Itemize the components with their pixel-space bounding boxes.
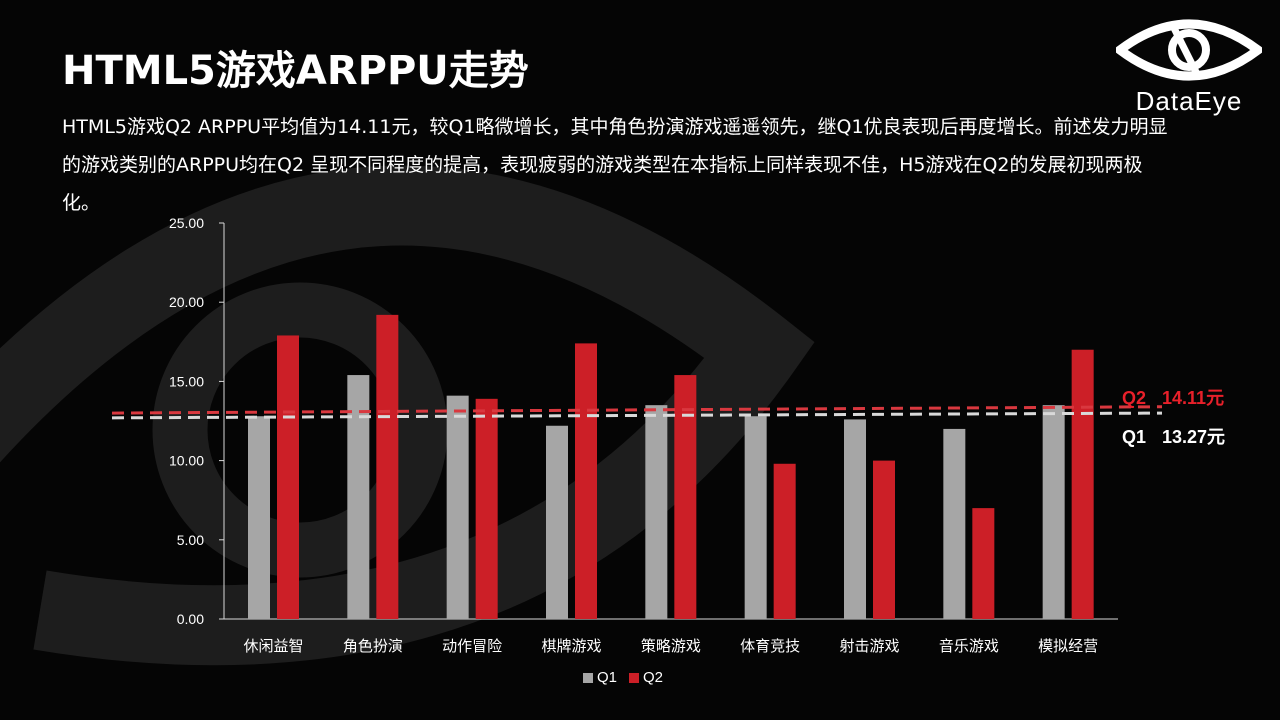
bar-q1 xyxy=(645,405,668,619)
y-tick-label: 10.00 xyxy=(169,453,204,469)
bar-q1 xyxy=(943,428,966,619)
x-tick-label: 休闲益智 xyxy=(243,637,303,655)
bar-q2 xyxy=(873,460,895,619)
q2-average-series: Q2 xyxy=(1122,388,1147,408)
x-tick-label: 体育竞技 xyxy=(740,637,800,655)
page-title: HTML5游戏ARPPU走势 xyxy=(62,48,529,94)
legend-swatch-q2 xyxy=(629,672,640,683)
chart-legend: Q1 Q2 xyxy=(583,669,675,686)
bar-q1 xyxy=(446,395,469,619)
legend-label-q2: Q2 xyxy=(643,669,664,686)
y-tick-label: 5.00 xyxy=(177,532,204,548)
x-tick-label: 模拟经营 xyxy=(1038,637,1098,655)
reference-line-q2 xyxy=(111,405,1163,415)
bar-q2 xyxy=(674,375,697,619)
x-tick-label: 射击游戏 xyxy=(839,637,899,655)
q1-average-series: Q1 xyxy=(1122,427,1147,447)
logo-text: DataEye xyxy=(1135,86,1243,116)
bar-q2 xyxy=(972,508,995,619)
legend-label-q1: Q1 xyxy=(597,669,618,686)
legend-item-q2: Q2 xyxy=(629,669,663,686)
bar-q1 xyxy=(744,416,767,619)
y-tick-label: 0.00 xyxy=(177,611,204,627)
x-tick-label: 棋牌游戏 xyxy=(541,637,601,655)
bar-q2 xyxy=(1071,349,1094,619)
page-description: HTML5游戏Q2 ARPPU平均值为14.11元，较Q1略微增长，其中角色扮演… xyxy=(62,116,1168,214)
bar-q2 xyxy=(376,314,399,619)
q2-average-label: Q2 14.11元 xyxy=(1122,384,1224,410)
y-tick-label: 20.00 xyxy=(169,294,204,310)
x-tick-label: 策略游戏 xyxy=(641,637,701,655)
bar-q1 xyxy=(347,375,370,619)
legend-item-q1: Q1 xyxy=(583,669,617,686)
bar-q2 xyxy=(475,398,498,619)
x-tick-label: 角色扮演 xyxy=(343,637,403,655)
legend-swatch-q1 xyxy=(583,672,593,683)
x-tick-label: 动作冒险 xyxy=(442,637,502,655)
q1-average-label: Q1 13.27元 xyxy=(1122,423,1225,449)
x-tick-label: 音乐游戏 xyxy=(939,637,999,655)
bar-q2 xyxy=(277,335,299,619)
bar-q1 xyxy=(1042,405,1065,619)
bar-q2 xyxy=(773,463,796,619)
bar-q1 xyxy=(844,419,866,619)
bar-q1 xyxy=(546,425,568,619)
bar-q1 xyxy=(248,416,270,619)
bar-q2 xyxy=(575,343,597,619)
q2-average-value: 14.11元 xyxy=(1162,388,1225,408)
q1-average-value: 13.27元 xyxy=(1162,427,1226,447)
reference-line-q1 xyxy=(111,411,1163,420)
y-tick-label: 15.00 xyxy=(169,373,204,389)
dataeye-eye-logo-icon xyxy=(1116,19,1262,81)
dataeye-logo: DataEye xyxy=(1116,16,1262,117)
y-tick-label: 25.00 xyxy=(169,215,204,231)
